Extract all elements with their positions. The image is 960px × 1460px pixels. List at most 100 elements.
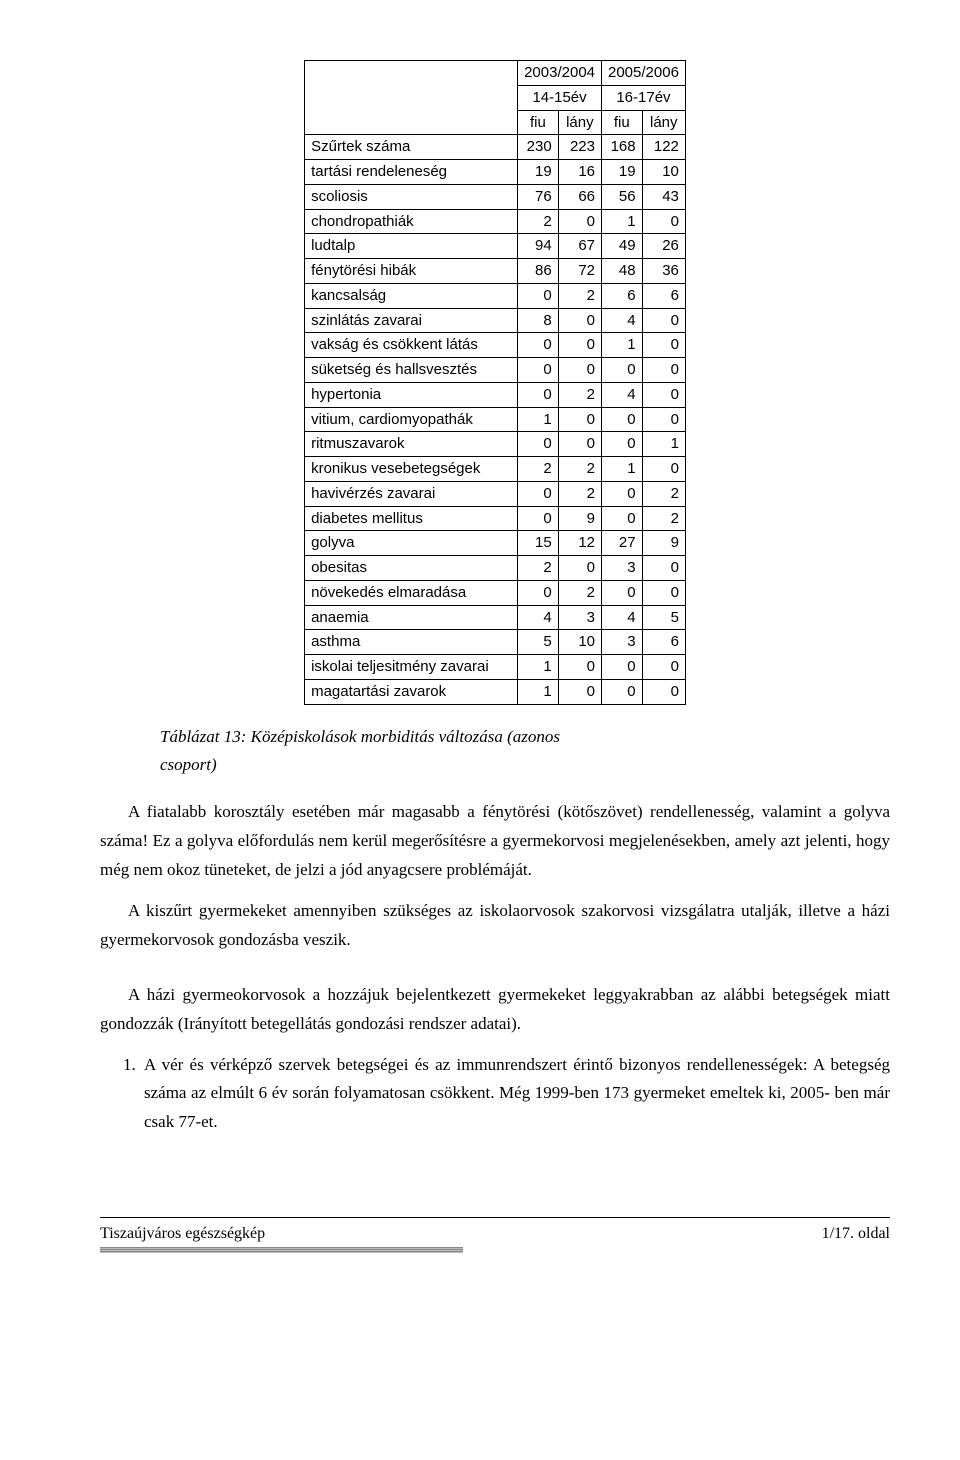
row-value: 5 (518, 630, 559, 655)
row-value: 0 (642, 358, 685, 383)
row-label: vitium, cardiomyopathák (305, 407, 518, 432)
row-value: 8 (518, 308, 559, 333)
row-value: 0 (558, 679, 601, 704)
row-value: 0 (558, 333, 601, 358)
row-value: 0 (518, 333, 559, 358)
row-value: 4 (602, 382, 643, 407)
row-label: scoliosis (305, 184, 518, 209)
table-row: vakság és csökkent látás0010 (305, 333, 686, 358)
row-value: 26 (642, 234, 685, 259)
row-value: 0 (602, 506, 643, 531)
row-value: 15 (518, 531, 559, 556)
row-label: kancsalság (305, 283, 518, 308)
row-label: chondropathiák (305, 209, 518, 234)
row-value: 0 (518, 506, 559, 531)
row-value: 36 (642, 259, 685, 284)
row-value: 1 (602, 457, 643, 482)
row-value: 3 (602, 630, 643, 655)
row-label: iskolai teljesitmény zavarai (305, 655, 518, 680)
row-value: 1 (602, 209, 643, 234)
row-value: 0 (642, 580, 685, 605)
row-value: 0 (558, 432, 601, 457)
row-value: 0 (518, 580, 559, 605)
row-value: 2 (558, 481, 601, 506)
row-value: 2 (642, 506, 685, 531)
age-group-0: 14-15év (518, 85, 602, 110)
row-value: 2 (558, 382, 601, 407)
row-value: 66 (558, 184, 601, 209)
sex-header-2: fiu (602, 110, 643, 135)
table-caption: Táblázat 13: Középiskolások morbiditás v… (160, 723, 890, 781)
table-row: kancsalság0266 (305, 283, 686, 308)
row-label: fénytörési hibák (305, 259, 518, 284)
table-row: chondropathiák2010 (305, 209, 686, 234)
row-value: 10 (558, 630, 601, 655)
row-value: 0 (642, 308, 685, 333)
row-value: 0 (518, 283, 559, 308)
row-value: 168 (602, 135, 643, 160)
morbidity-table: 2003/2004 2005/2006 14-15év 16-17év fiu … (304, 60, 686, 705)
row-value: 49 (602, 234, 643, 259)
row-label: kronikus vesebetegségek (305, 457, 518, 482)
row-value: 16 (558, 160, 601, 185)
row-value: 19 (518, 160, 559, 185)
row-value: 72 (558, 259, 601, 284)
row-value: 0 (602, 358, 643, 383)
sex-header-3: lány (642, 110, 685, 135)
table-row: vitium, cardiomyopathák1000 (305, 407, 686, 432)
row-value: 0 (558, 308, 601, 333)
row-value: 27 (602, 531, 643, 556)
row-value: 10 (642, 160, 685, 185)
row-label: ritmuszavarok (305, 432, 518, 457)
table-row: havivérzés zavarai0202 (305, 481, 686, 506)
row-value: 4 (602, 308, 643, 333)
table-row: iskolai teljesitmény zavarai1000 (305, 655, 686, 680)
numbered-list: A vér és vérképző szervek betegségei és … (140, 1051, 890, 1138)
page-footer: Tiszaújváros egészségkép 1/17. oldal (100, 1217, 890, 1253)
row-value: 9 (558, 506, 601, 531)
row-value: 1 (602, 333, 643, 358)
row-value: 6 (602, 283, 643, 308)
row-value: 0 (642, 679, 685, 704)
table-row: magatartási zavarok1000 (305, 679, 686, 704)
row-value: 0 (642, 209, 685, 234)
row-value: 0 (518, 481, 559, 506)
row-value: 76 (518, 184, 559, 209)
row-value: 2 (558, 457, 601, 482)
table-row: kronikus vesebetegségek2210 (305, 457, 686, 482)
row-value: 0 (602, 580, 643, 605)
table-row: hypertonia0240 (305, 382, 686, 407)
row-value: 43 (642, 184, 685, 209)
row-label: golyva (305, 531, 518, 556)
table-row: süketség és hallsvesztés0000 (305, 358, 686, 383)
row-value: 0 (602, 407, 643, 432)
row-value: 0 (602, 655, 643, 680)
row-value: 0 (558, 209, 601, 234)
footer-left: Tiszaújváros egészségkép (100, 1222, 265, 1245)
row-value: 2 (642, 481, 685, 506)
row-value: 0 (642, 457, 685, 482)
row-value: 6 (642, 630, 685, 655)
row-value: 1 (642, 432, 685, 457)
year-group-0: 2003/2004 (518, 61, 602, 86)
paragraph-2: A kiszűrt gyermekeket amennyiben szükség… (100, 897, 890, 955)
row-label: anaemia (305, 605, 518, 630)
row-label: vakság és csökkent látás (305, 333, 518, 358)
row-value: 0 (602, 679, 643, 704)
row-value: 122 (642, 135, 685, 160)
row-value: 12 (558, 531, 601, 556)
table-row: fénytörési hibák86724836 (305, 259, 686, 284)
row-label: tartási rendeleneség (305, 160, 518, 185)
row-label: süketség és hallsvesztés (305, 358, 518, 383)
row-value: 0 (642, 382, 685, 407)
row-label: asthma (305, 630, 518, 655)
row-value: 0 (558, 407, 601, 432)
table-row: Szűrtek száma230223168122 (305, 135, 686, 160)
paragraph-3: A házi gyermeokorvosok a hozzájuk bejele… (100, 981, 890, 1039)
table-row: scoliosis76665643 (305, 184, 686, 209)
row-value: 0 (518, 358, 559, 383)
table-row: tartási rendeleneség19161910 (305, 160, 686, 185)
row-value: 2 (518, 209, 559, 234)
row-value: 9 (642, 531, 685, 556)
row-value: 0 (642, 556, 685, 581)
